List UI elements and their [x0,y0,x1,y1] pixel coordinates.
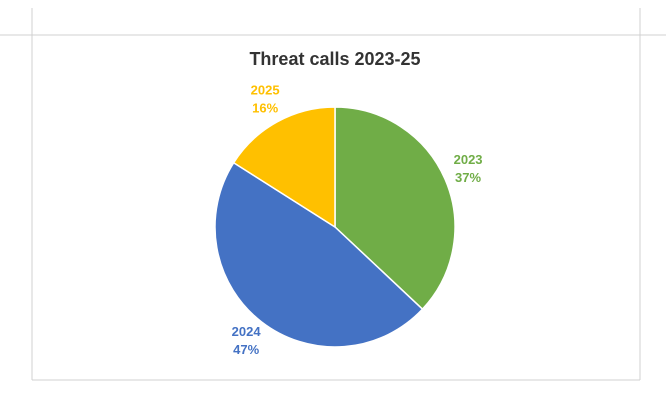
chart-title: Threat calls 2023-25 [249,49,420,69]
slice-value-label: 16% [252,100,278,115]
slice-category-label: 2024 [232,324,262,339]
slice-category-label: 2023 [454,152,483,167]
slice-value-label: 47% [233,342,259,357]
pie-slice [334,106,456,311]
slice-value-label: 37% [455,170,481,185]
pie-slice [232,106,336,229]
slice-category-label: 2025 [251,82,280,97]
pie-slice [214,161,424,348]
